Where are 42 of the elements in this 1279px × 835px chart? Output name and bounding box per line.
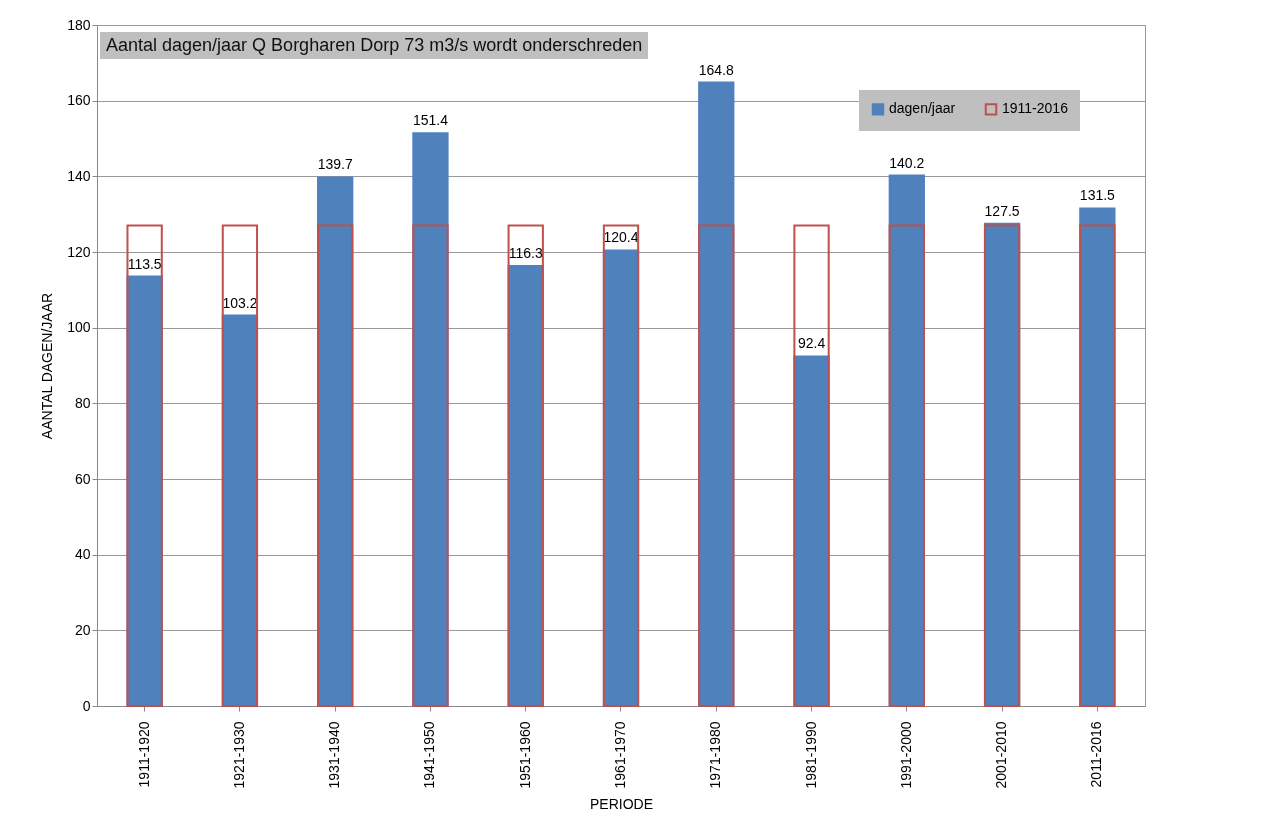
x-tick-label: 1991-2000 bbox=[897, 721, 914, 789]
data-label: 113.5 bbox=[127, 255, 162, 272]
data-label: 131.5 bbox=[1079, 187, 1116, 204]
bar bbox=[412, 224, 449, 707]
x-tick-label: 1911-1920 bbox=[135, 721, 152, 788]
x-tick-label: 1931-1940 bbox=[326, 721, 343, 789]
x-tick-label: 1981-1990 bbox=[802, 721, 819, 789]
data-label: 116.3 bbox=[508, 245, 543, 261]
x-tick-label: 1971-1980 bbox=[707, 721, 724, 789]
data-label: 151.4 bbox=[412, 112, 449, 129]
x-tick-label: 1951-1960 bbox=[516, 721, 533, 789]
bar bbox=[793, 224, 830, 707]
data-label: 127.5 bbox=[984, 202, 1020, 219]
bar bbox=[793, 355, 830, 707]
data-label: 92.4 bbox=[797, 335, 826, 352]
y-tick-label: 60 bbox=[74, 470, 91, 487]
data-label: 164.8 bbox=[698, 61, 734, 78]
y-tick-label: 100 bbox=[67, 319, 91, 336]
y-tick-label: 20 bbox=[74, 621, 91, 638]
bar bbox=[698, 81, 735, 707]
y-tick-label: 0 bbox=[82, 697, 91, 714]
legend-label: dagen/jaar bbox=[889, 100, 956, 117]
x-tick-label: 2011-2016 bbox=[1088, 721, 1105, 788]
x-tick-label: 1961-1970 bbox=[612, 721, 628, 789]
x-axis-title: PERIODE bbox=[589, 796, 654, 813]
data-label: 140.2 bbox=[889, 154, 925, 171]
bar bbox=[221, 224, 259, 707]
y-tick-label: 160 bbox=[67, 92, 91, 109]
y-tick-label: 180 bbox=[67, 16, 91, 33]
y-tick-label: 120 bbox=[67, 243, 91, 260]
y-tick-label: 80 bbox=[74, 394, 91, 411]
y-tick-label: 140 bbox=[67, 167, 91, 184]
bar bbox=[412, 132, 449, 707]
data-label: 139.7 bbox=[317, 156, 353, 173]
bar bbox=[698, 224, 735, 707]
x-tick-label: 1921-1930 bbox=[230, 721, 247, 789]
legend-label: 1911-2016 bbox=[1002, 100, 1069, 117]
y-axis-title: AANTAL DAGEN/JAAR bbox=[39, 292, 56, 440]
y-tick-label: 40 bbox=[74, 546, 91, 563]
text: Aantal dagen/jaar Q Borgharen Dorp 73 m3/s wordt onderschreden bbox=[100, 32, 649, 59]
x-tick-label: 2001-2010 bbox=[993, 721, 1010, 789]
x-tick-label: 1941-1950 bbox=[421, 721, 438, 789]
